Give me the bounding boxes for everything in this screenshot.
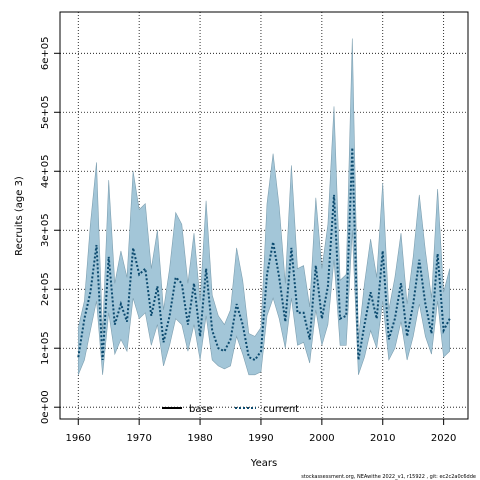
y-tick-label-4: 4e+05 bbox=[40, 154, 51, 188]
x-tick-label-2010: 2010 bbox=[370, 433, 395, 444]
series-line-current bbox=[77, 147, 451, 362]
y-tick-label-0: 0e+00 bbox=[40, 390, 51, 424]
x-axis-title: Years bbox=[250, 458, 277, 469]
y-axis: 0e+00 1e+05 2e+05 3e+05 4e+05 5e+05 6e+05 bbox=[40, 36, 61, 424]
legend: base current bbox=[162, 404, 299, 415]
x-tick-label-1980: 1980 bbox=[187, 433, 212, 444]
y-tick-label-2: 2e+05 bbox=[40, 272, 51, 306]
series-layer bbox=[77, 147, 451, 362]
x-tick-label-1990: 1990 bbox=[248, 433, 273, 444]
legend-current-label: current bbox=[263, 404, 299, 415]
x-tick-label-1960: 1960 bbox=[66, 433, 91, 444]
x-tick-label-1970: 1970 bbox=[126, 433, 151, 444]
x-tick-label-2000: 2000 bbox=[309, 433, 334, 444]
y-tick-label-6: 6e+05 bbox=[40, 36, 51, 70]
x-axis: 1960 1970 1980 1990 2000 2010 2020 bbox=[66, 418, 456, 444]
y-axis-title: Recruits (age 3) bbox=[14, 176, 25, 256]
confidence-band-layer bbox=[78, 38, 450, 376]
footer-credit: stockassessment.org, NEAwithe 2022_v1, r… bbox=[301, 474, 476, 480]
y-tick-label-5: 5e+05 bbox=[40, 95, 51, 129]
y-tick-label-3: 3e+05 bbox=[40, 213, 51, 247]
confidence-band bbox=[78, 38, 450, 376]
legend-base-label: base bbox=[189, 404, 213, 415]
x-tick-label-2020: 2020 bbox=[431, 433, 456, 444]
y-tick-label-1: 1e+05 bbox=[40, 331, 51, 365]
